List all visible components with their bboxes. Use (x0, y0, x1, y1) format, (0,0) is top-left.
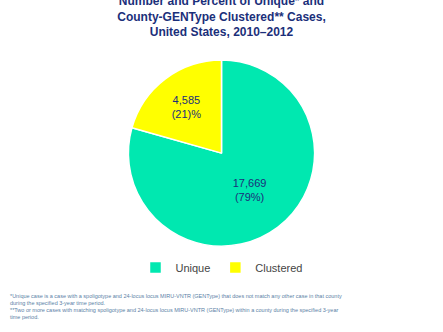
svg-text:17,669(79%): 17,669(79%) (233, 177, 267, 203)
svg-text:*Unique case is a case with a: *Unique case is a case with a spoligotyp… (10, 293, 342, 320)
svg-text:Number and Percent of Unique*: Number and Percent of Unique* andCounty-… (117, 0, 326, 39)
svg-text:Clustered: Clustered (255, 262, 302, 274)
svg-text:4,585(21)%: 4,585(21)% (172, 94, 202, 120)
svg-text:Unique: Unique (176, 262, 211, 274)
